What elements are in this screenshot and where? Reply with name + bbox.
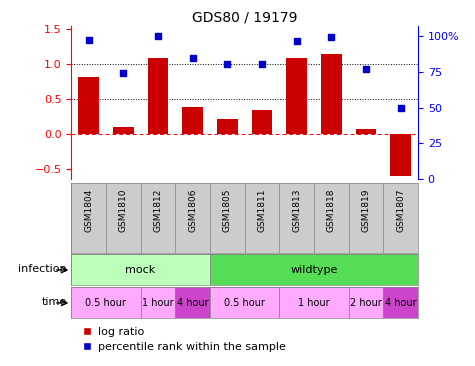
Text: 1 hour: 1 hour — [142, 298, 174, 308]
Text: 1 hour: 1 hour — [298, 298, 330, 308]
Text: mock: mock — [125, 265, 156, 275]
Bar — [71, 254, 210, 285]
Bar — [141, 287, 175, 318]
Text: GSM1804: GSM1804 — [84, 188, 93, 232]
Point — [328, 34, 335, 40]
Bar — [321, 53, 342, 134]
Text: 4 hour: 4 hour — [177, 298, 209, 308]
Text: 0.5 hour: 0.5 hour — [224, 298, 265, 308]
Bar — [182, 107, 203, 134]
Legend: log ratio, percentile rank within the sample: log ratio, percentile rank within the sa… — [77, 322, 290, 357]
Bar — [78, 76, 99, 134]
Point — [362, 66, 370, 72]
Bar — [383, 287, 418, 318]
Text: GSM1818: GSM1818 — [327, 188, 336, 232]
Point — [293, 38, 301, 44]
Bar — [148, 59, 168, 134]
Point — [397, 105, 405, 111]
Text: 2 hour: 2 hour — [350, 298, 382, 308]
Text: GSM1807: GSM1807 — [396, 188, 405, 232]
Text: GSM1813: GSM1813 — [292, 188, 301, 232]
Text: time: time — [41, 297, 66, 307]
Point — [154, 33, 162, 39]
Bar — [252, 110, 272, 134]
Bar — [279, 287, 349, 318]
Text: GSM1819: GSM1819 — [361, 188, 371, 232]
Text: infection: infection — [18, 264, 66, 274]
Point — [85, 37, 92, 42]
Title: GDS80 / 19179: GDS80 / 19179 — [192, 11, 297, 25]
Text: 4 hour: 4 hour — [385, 298, 417, 308]
Text: wildtype: wildtype — [290, 265, 338, 275]
Bar — [210, 287, 279, 318]
Bar — [390, 134, 411, 176]
Text: GSM1811: GSM1811 — [257, 188, 266, 232]
Bar — [356, 129, 376, 134]
Point — [224, 61, 231, 67]
Text: GSM1806: GSM1806 — [188, 188, 197, 232]
Bar — [210, 254, 418, 285]
Bar — [286, 59, 307, 134]
Bar — [217, 119, 238, 134]
Point — [258, 61, 266, 67]
Bar — [71, 287, 141, 318]
Bar — [175, 287, 210, 318]
Text: GSM1812: GSM1812 — [153, 188, 162, 232]
Bar — [349, 287, 383, 318]
Point — [120, 70, 127, 76]
Text: GSM1810: GSM1810 — [119, 188, 128, 232]
Point — [189, 56, 197, 61]
Text: 0.5 hour: 0.5 hour — [86, 298, 126, 308]
Bar — [113, 127, 133, 134]
Text: GSM1805: GSM1805 — [223, 188, 232, 232]
